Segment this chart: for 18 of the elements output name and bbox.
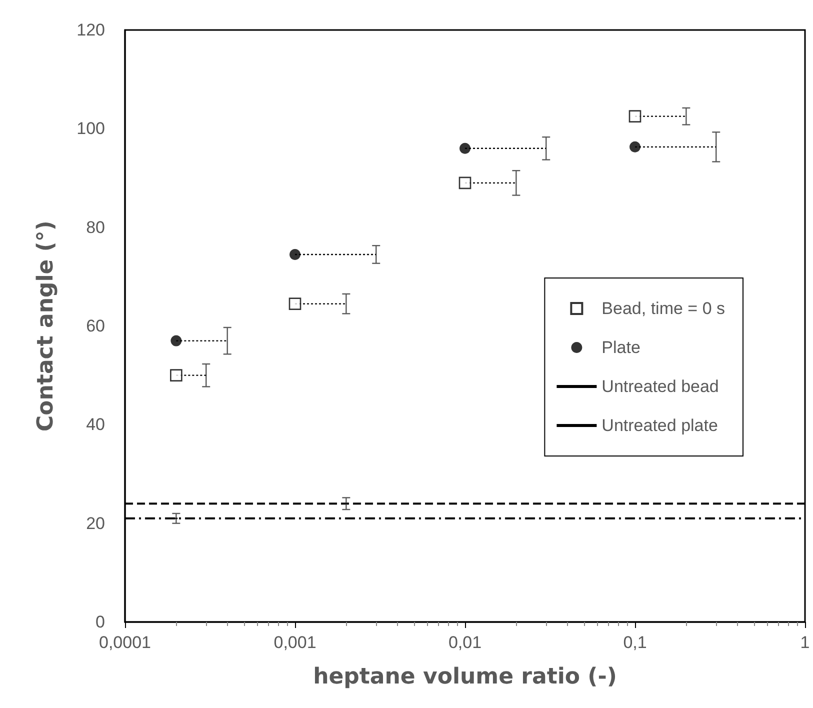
y-tick-label: 120	[76, 20, 105, 40]
y-axis-title: Contact angle (°)	[34, 220, 58, 432]
x-tick-label: 0,1	[623, 633, 647, 652]
legend-label: Untreated plate	[602, 416, 718, 435]
y-tick-label: 0	[96, 612, 105, 632]
legend-label: Plate	[602, 338, 640, 357]
y-tick-label: 80	[86, 218, 105, 237]
x-axis-title: heptane volume ratio (-)	[313, 664, 617, 690]
legend-label: Untreated bead	[602, 377, 719, 396]
x-tick-label: 0,0001	[99, 633, 151, 652]
y-tick-label: 40	[86, 415, 105, 434]
x-tick-label: 1	[800, 633, 810, 652]
y-tick-label: 20	[86, 514, 105, 533]
y-tick-label: 100	[76, 119, 105, 138]
y-tick-label: 60	[86, 316, 105, 336]
x-tick-label: 0,01	[448, 633, 482, 652]
x-tick-label: 0,001	[274, 633, 316, 652]
legend-label: Bead, time = 0 s	[602, 299, 726, 318]
